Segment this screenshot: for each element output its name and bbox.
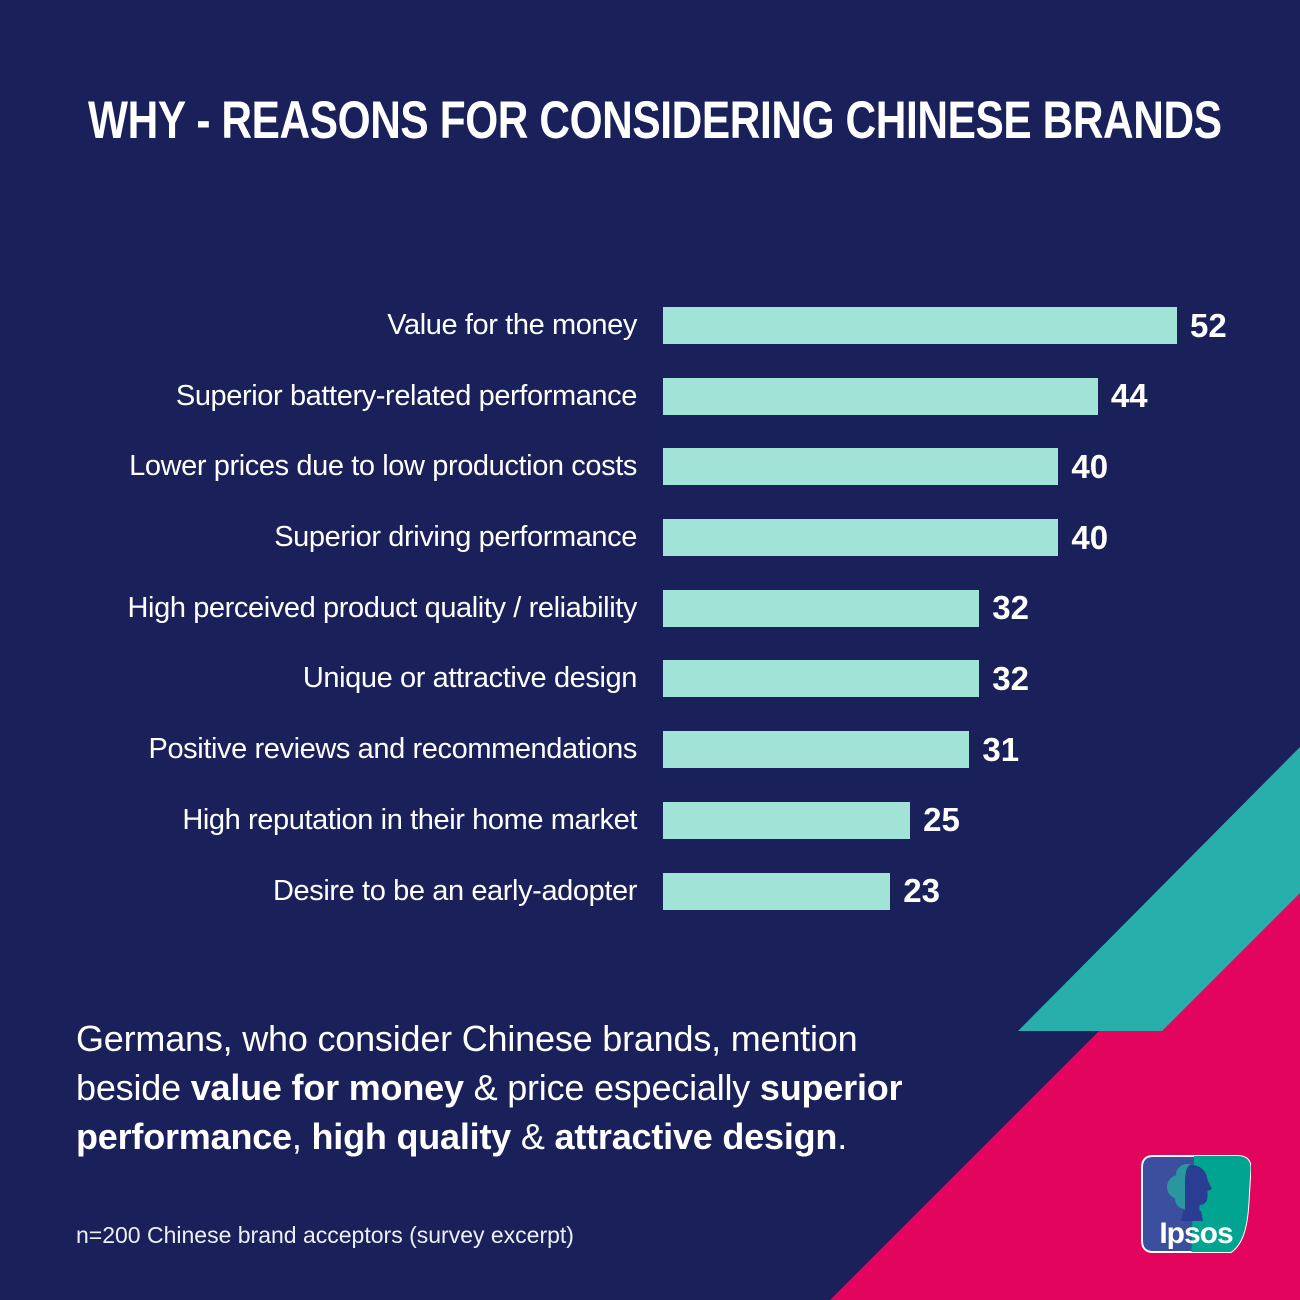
bar-category-label: Lower prices due to low production costs: [129, 450, 637, 483]
summary-line: performance, high quality & attractive d…: [76, 1116, 848, 1157]
bar-category-label: Superior driving performance: [274, 521, 637, 554]
bar: [663, 801, 911, 839]
bar-category-label: Value for the money: [387, 309, 637, 341]
bar-value-label: 40: [1071, 447, 1109, 485]
chart-row: Desire to be an early-adopter 23: [80, 872, 1227, 910]
teal-diagonal-band: [1018, 747, 1300, 1031]
chart-row: Value for the money 52: [80, 307, 1227, 344]
ipsos-logo-graphic: Ipsos: [1141, 1155, 1251, 1253]
chart-row: High reputation in their home market 25: [80, 801, 1227, 839]
bar-category-label: Desire to be an early-adopter: [273, 874, 637, 907]
chart-row: Superior driving performance 40: [80, 518, 1227, 557]
bar: [663, 660, 980, 698]
summary-line: Germans, who consider Chinese brands, me…: [76, 1018, 858, 1059]
summary-line: beside value for money & price especiall…: [76, 1067, 903, 1108]
chart-row: High perceived product quality / reliabi…: [80, 589, 1227, 627]
ipsos-logo-head-silhouette: [1167, 1164, 1212, 1221]
bar-category-label: Superior battery-related performance: [175, 379, 638, 412]
bar-category-label: Positive reviews and recommendations: [148, 733, 638, 766]
bar: [663, 307, 1177, 344]
bar-value-label: 52: [1190, 306, 1227, 344]
summary-text: Germans, who consider Chinese brands, me…: [76, 1014, 903, 1161]
bar: [663, 519, 1059, 557]
bar: [663, 731, 970, 769]
page-title: WHY - REASONS FOR CONSIDERING CHINESE BR…: [88, 91, 1222, 150]
bar-value-label: 44: [1110, 377, 1148, 415]
bar-value-label: 40: [1071, 518, 1109, 556]
bar-category-label: High perceived product quality / reliabi…: [127, 591, 638, 624]
bar: [663, 872, 891, 910]
bar-value-label: 32: [992, 659, 1030, 697]
chart-row: Unique or attractive design 32: [80, 659, 1227, 698]
bar-value-label: 32: [992, 589, 1030, 627]
bar-value-label: 25: [923, 801, 960, 839]
chart-row: Superior battery-related performance 44: [80, 377, 1227, 415]
bar-value-label: 31: [982, 730, 1020, 768]
bar: [663, 589, 980, 627]
bar-chart: Value for the money 52 Superior battery-…: [80, 307, 1227, 910]
chart-row: Positive reviews and recommendations 31: [80, 730, 1227, 769]
bar-category-label: High reputation in their home market: [182, 803, 637, 836]
bar-category-label: Unique or attractive design: [302, 662, 638, 695]
sample-footnote: n=200 Chinese brand acceptors (survey ex…: [76, 1222, 574, 1248]
bar-value-label: 23: [903, 872, 941, 909]
chart-row: Lower prices due to low production costs…: [80, 447, 1227, 486]
bar: [663, 448, 1059, 486]
bar: [663, 377, 1098, 415]
ipsos-logo-wordmark: Ipsos: [1159, 1217, 1233, 1250]
ipsos-logo: Ipsos: [1141, 1155, 1251, 1253]
